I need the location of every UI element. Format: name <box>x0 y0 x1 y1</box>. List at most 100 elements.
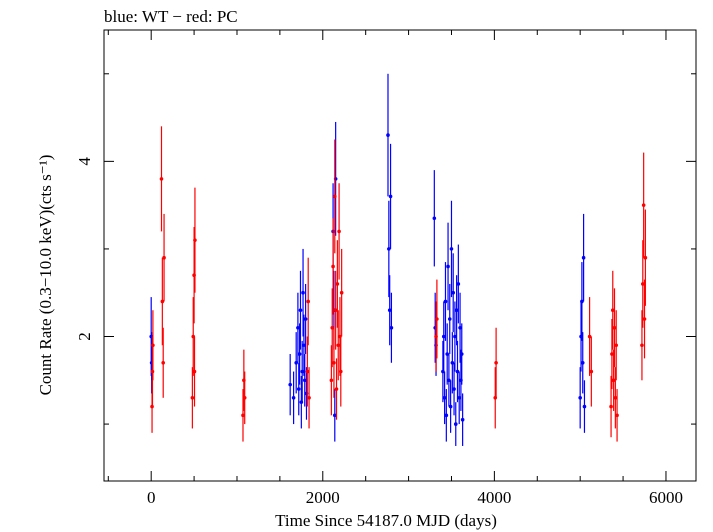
y-tick-label: 4 <box>75 157 94 166</box>
data-point <box>612 325 617 330</box>
data-point <box>447 378 451 383</box>
data-point <box>444 413 449 418</box>
plot-frame <box>103 29 697 482</box>
data-point <box>643 255 648 260</box>
x-tick-label: 0 <box>147 488 156 507</box>
data-point <box>242 396 247 400</box>
data-point <box>445 352 449 356</box>
data-point <box>450 360 455 365</box>
data-point <box>294 360 298 365</box>
data-point <box>334 387 339 391</box>
data-point <box>449 247 454 251</box>
data-point <box>441 334 446 339</box>
data-point <box>459 352 464 356</box>
data-point <box>333 308 338 313</box>
data-point <box>161 360 165 365</box>
data-point <box>306 299 310 304</box>
data-point <box>339 290 344 295</box>
data-point <box>578 396 582 400</box>
data-point <box>302 343 306 348</box>
data-point <box>296 387 301 391</box>
data-point <box>332 194 337 199</box>
data-point <box>389 325 394 330</box>
data-point <box>641 203 646 207</box>
data-point <box>610 352 614 356</box>
data-point <box>339 369 343 374</box>
data-point <box>614 343 619 348</box>
data-point <box>337 229 341 234</box>
data-point <box>151 343 155 348</box>
data-point <box>332 360 336 365</box>
data-point <box>452 387 456 391</box>
data-point <box>297 352 302 356</box>
data-point <box>581 255 586 260</box>
data-point <box>301 290 305 295</box>
data-point <box>454 308 459 313</box>
data-point <box>640 343 644 348</box>
data-point <box>192 369 197 374</box>
data-point <box>387 247 391 251</box>
data-point <box>589 369 594 374</box>
series-PC <box>150 126 648 442</box>
x-tick-label: 2000 <box>306 488 340 507</box>
data-point <box>162 255 166 260</box>
data-point <box>387 308 392 313</box>
data-point <box>442 396 447 400</box>
data-point <box>435 317 439 321</box>
data-point <box>580 360 585 365</box>
data-point <box>241 413 245 418</box>
data-points <box>149 73 648 446</box>
data-point <box>300 369 304 374</box>
data-point <box>611 378 616 383</box>
data-point <box>610 308 615 313</box>
y-axis-label: Count Rate (0.3−10.0 keV)(cts s⁻¹) <box>36 155 55 396</box>
data-point <box>587 334 592 339</box>
data-point <box>458 325 462 330</box>
data-point <box>305 369 310 374</box>
data-point <box>447 317 452 321</box>
data-point <box>298 308 303 313</box>
data-point <box>641 282 645 286</box>
data-point <box>460 417 465 422</box>
data-point <box>615 413 619 418</box>
y-tick-label: 2 <box>75 332 94 341</box>
data-point <box>580 299 584 304</box>
data-point <box>386 133 390 137</box>
data-point <box>302 378 307 383</box>
data-point <box>288 382 292 387</box>
data-point <box>456 282 461 286</box>
data-point <box>291 396 296 400</box>
data-point <box>451 290 455 295</box>
data-point <box>193 238 197 242</box>
chart-title: blue: WT − red: PC <box>104 7 238 26</box>
data-point <box>303 317 308 321</box>
x-axis-label: Time Since 54187.0 MJD (days) <box>275 511 497 530</box>
x-tick-label: 6000 <box>649 488 683 507</box>
data-point <box>388 194 393 199</box>
data-point <box>448 404 453 409</box>
data-point <box>190 396 195 400</box>
data-point <box>332 413 337 418</box>
axis-ticks: 0 2000 4000 6000 2 4 <box>75 30 696 507</box>
data-point <box>330 325 335 330</box>
data-point <box>331 264 335 269</box>
data-point <box>307 396 311 400</box>
x-tick-label: 4000 <box>477 488 511 507</box>
data-point <box>494 360 498 365</box>
data-point <box>609 404 613 409</box>
data-point <box>335 282 340 286</box>
data-point <box>432 216 437 221</box>
data-point <box>613 396 618 400</box>
data-point <box>642 317 647 321</box>
data-point <box>336 343 341 348</box>
data-point <box>159 177 164 181</box>
series-WT <box>149 73 587 446</box>
data-point <box>296 325 300 330</box>
data-point <box>446 264 450 269</box>
data-point <box>443 299 448 304</box>
data-point <box>457 396 462 400</box>
data-point <box>582 404 587 409</box>
data-point <box>329 378 334 383</box>
data-point <box>455 369 460 374</box>
